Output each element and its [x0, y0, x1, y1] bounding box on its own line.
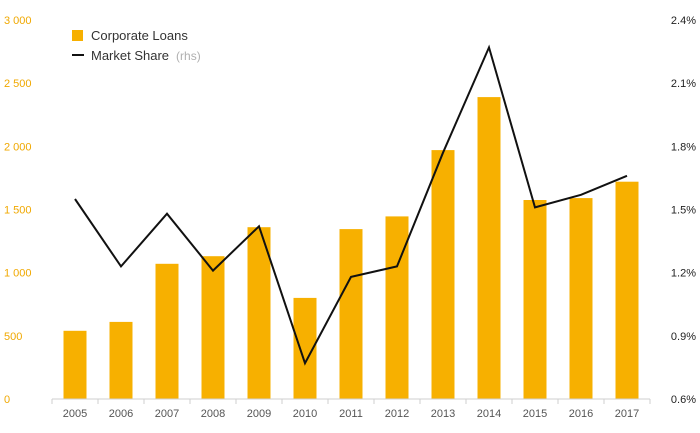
bar-2010 [293, 297, 317, 399]
legend-label-market-share: Market Share (rhs) [91, 47, 201, 64]
y-left-tick-label: 2 500 [4, 78, 32, 90]
bar-2012 [385, 216, 409, 399]
x-tick-label: 2013 [431, 408, 455, 420]
y-left-tick-label: 0 [4, 394, 10, 406]
x-tick-label: 2005 [63, 408, 87, 420]
bar-2008 [201, 256, 225, 399]
bar-2011 [339, 229, 363, 399]
line-layer [74, 44, 628, 366]
bar-2007 [155, 263, 179, 399]
y-right-tick-label: 0.6% [671, 394, 696, 406]
y-left-tick-label: 2 000 [4, 141, 32, 153]
x-tick-label: 2012 [385, 408, 409, 420]
legend-label-corporate-loans: Corporate Loans [91, 28, 188, 43]
bar-2017 [615, 181, 639, 399]
bar-2005 [63, 330, 87, 399]
y-left-tick-label: 3 000 [4, 15, 32, 27]
bar-2016 [569, 198, 593, 399]
y-left-tick-label: 1 500 [4, 205, 32, 217]
bar-2013 [431, 150, 455, 399]
legend: Corporate Loans Market Share (rhs) [72, 28, 201, 64]
x-tick-label: 2010 [293, 408, 317, 420]
x-tick-label: 2017 [615, 408, 639, 420]
right-ticks-layer: 0.6% 0.9% 1.2% 1.5% 1.8% 2.1% 2.4% [671, 15, 696, 406]
legend-market-share-suffix: (rhs) [176, 49, 201, 63]
bar-2014 [477, 97, 501, 399]
bar-2009 [247, 227, 271, 399]
legend-market-share-name: Market Share [91, 48, 169, 63]
y-right-tick-label: 0.9% [671, 331, 696, 343]
x-tick-label: 2006 [109, 408, 133, 420]
x-tick-label: 2009 [247, 408, 271, 420]
x-tick-label: 2014 [477, 408, 501, 420]
bars-layer [63, 97, 639, 399]
bar-2015 [523, 200, 547, 399]
y-right-tick-label: 2.4% [671, 15, 696, 27]
market-share-line [74, 44, 628, 366]
axes-layer [51, 398, 651, 404]
x-ticks-layer: 2005 2006 2007 2008 2009 2010 2011 2012 2013 2014… [63, 408, 639, 420]
x-tick-label: 2011 [339, 408, 363, 420]
x-tick-label: 2007 [155, 408, 179, 420]
y-right-tick-label: 2.1% [671, 78, 696, 90]
y-right-tick-label: 1.2% [671, 268, 696, 280]
y-right-tick-label: 1.5% [671, 205, 696, 217]
x-tick-label: 2015 [523, 408, 547, 420]
legend-swatch-corporate-loans [72, 30, 83, 41]
y-right-tick-label: 1.8% [671, 141, 696, 153]
left-ticks-layer: 0 500 1 000 1 500 2 000 2 500 3 000 [4, 15, 32, 406]
bar-2006 [109, 321, 133, 399]
x-tick-label: 2008 [201, 408, 225, 420]
y-left-tick-label: 1 000 [4, 268, 32, 280]
x-tick-label: 2016 [569, 408, 593, 420]
y-left-tick-label: 500 [4, 331, 22, 343]
